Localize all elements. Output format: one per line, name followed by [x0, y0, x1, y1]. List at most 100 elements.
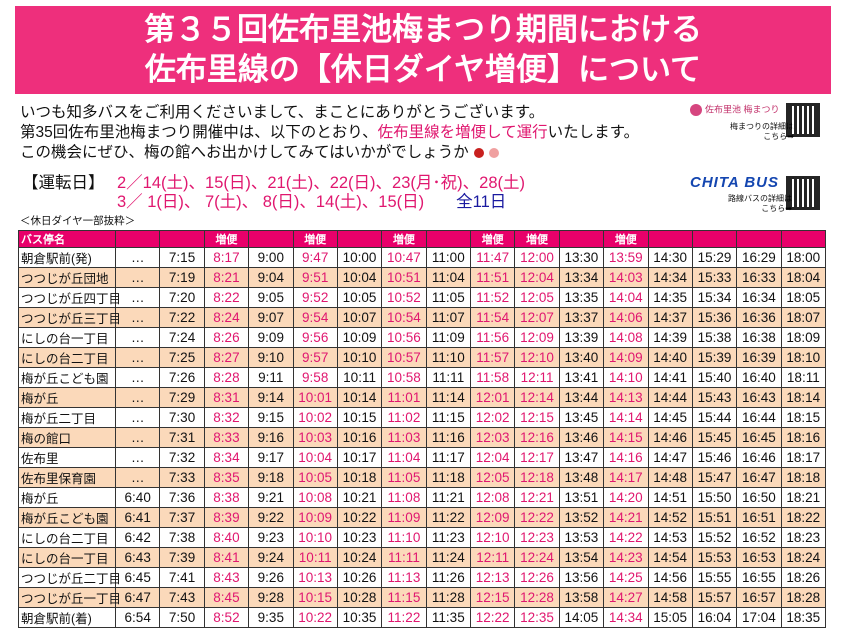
ume-qr-code[interactable]: [786, 103, 820, 137]
departure-time: 17:04: [736, 607, 782, 628]
departure-time: 8:41: [203, 547, 250, 568]
departure-time: 16:40: [736, 367, 782, 388]
intro-highlight: 佐布里線を増便して運行: [377, 124, 548, 141]
departure-time: 12:11: [469, 547, 516, 568]
table-row: 朝倉駅前(発)… 7:15 8:17 9:00 9:47 10:00 10:47 11:00 1…: [18, 247, 827, 268]
departure-time: 15:47: [691, 467, 738, 488]
table-row: つつじが丘三丁目… 7:22 8:24 9:07 9:54 10:07 10:54 11:07…: [18, 307, 827, 328]
departure-time: 13:40: [558, 347, 605, 368]
departure-time: 12:03: [469, 427, 516, 448]
departure-time: 15:43: [691, 387, 738, 408]
departure-time: 13:45: [558, 407, 605, 428]
table-row: にしの台二丁目… 7:25 8:27 9:10 9:57 10:10 10:57 11:10 1…: [18, 347, 827, 368]
departure-time: 7:29: [159, 387, 205, 408]
departure-time: 7:36: [159, 487, 205, 508]
departure-time: 7:22: [159, 307, 205, 328]
departure-time: 14:51: [647, 487, 693, 508]
departure-time: 11:07: [425, 307, 472, 328]
departure-time: 15:57: [691, 587, 738, 608]
departure-time: 11:05: [425, 287, 472, 308]
departure-time: …: [114, 387, 161, 408]
departure-time: 9:35: [248, 607, 294, 628]
bus-qr-code[interactable]: [786, 176, 820, 210]
departure-time: 10:28: [336, 587, 383, 608]
departure-time: 14:23: [603, 547, 649, 568]
departure-time: 10:54: [381, 307, 427, 328]
departure-time: 18:05: [780, 287, 827, 308]
departure-time: 10:24: [336, 547, 383, 568]
departure-time: 12:10: [514, 347, 560, 368]
departure-time: 8:33: [203, 427, 250, 448]
stop-name: 梅が丘こども園: [18, 507, 116, 528]
departure-time: 9:23: [248, 527, 294, 548]
departure-time: 12:11: [514, 367, 560, 388]
departure-time: 9:52: [292, 287, 338, 308]
intro-line-3-text: この機会にぜひ、梅の館へお出かけしてみてはいかがでしょうか: [20, 144, 469, 161]
departure-time: 14:46: [647, 427, 693, 448]
departure-time: 9:04: [248, 267, 294, 288]
table-row: 梅が丘二丁目… 7:30 8:32 9:15 10:02 10:15 11:02 11:15 1…: [18, 407, 827, 428]
departure-time: 16:46: [736, 447, 782, 468]
departure-time: 14:03: [603, 267, 649, 288]
intro-line-2c: いたします。: [547, 124, 640, 141]
departure-time: 10:22: [292, 607, 338, 628]
header-cell: [647, 230, 693, 248]
stop-name: 佐布里: [18, 447, 116, 468]
table-row: 梅が丘こども園… 7:26 8:28 9:11 9:58 10:11 10:58 11:11 1…: [18, 367, 827, 388]
departure-time: 18:26: [780, 567, 827, 588]
departure-time: 16:38: [736, 327, 782, 348]
departure-time: 9:28: [248, 587, 294, 608]
departure-time: 15:33: [691, 267, 738, 288]
departure-time: 10:09: [336, 327, 383, 348]
table-row: つつじが丘一丁目 6:47 7:43 8:45 9:28 10:15 10:28 11:15 1…: [18, 587, 827, 608]
departure-time: 8:40: [203, 527, 250, 548]
stop-name: 梅の館口: [18, 427, 116, 448]
departure-time: 12:16: [514, 427, 560, 448]
departure-time: 11:00: [425, 247, 472, 268]
departure-time: 11:13: [381, 567, 427, 588]
departure-time: 18:00: [780, 247, 827, 268]
departure-time: 11:18: [425, 467, 472, 488]
stop-name: にしの台二丁目: [18, 347, 116, 368]
intro-line-2: 第35回佐布里池梅まつり開催中は、以下のとおり、佐布里線を増便して運行いたします…: [20, 123, 639, 143]
departure-time: 15:55: [691, 567, 738, 588]
departure-time: 15:38: [691, 327, 738, 348]
departure-time: 18:14: [780, 387, 827, 408]
departure-time: 12:01: [469, 387, 516, 408]
departure-time: 11:28: [425, 587, 472, 608]
departure-time: 9:21: [248, 487, 294, 508]
departure-time: 11:58: [469, 367, 516, 388]
bus-info-text: 路線バスの詳細は こちら➡: [728, 194, 792, 213]
departure-time: 6:40: [114, 487, 161, 508]
departure-time: 13:34: [558, 267, 605, 288]
departure-time: 10:58: [381, 367, 427, 388]
table-header-row: バス停名 増便 増便 増便 増便 増便 増便: [18, 230, 827, 248]
departure-time: 16:36: [736, 307, 782, 328]
departure-time: 14:08: [603, 327, 649, 348]
stop-name: つつじが丘一丁目: [18, 587, 121, 608]
departure-time: 10:21: [336, 487, 383, 508]
departure-time: 12:26: [514, 567, 560, 588]
table-row: にしの台二丁目 6:42 7:38 8:40 9:23 10:10 10:23 11:10 11…: [18, 527, 827, 548]
departure-time: 8:39: [203, 507, 250, 528]
departure-time: 12:04: [469, 447, 516, 468]
departure-time: 11:11: [425, 367, 472, 388]
departure-time: 14:17: [603, 467, 649, 488]
departure-time: 11:17: [425, 447, 472, 468]
departure-time: 10:05: [336, 287, 383, 308]
header-cell: [558, 230, 605, 248]
departure-time: 11:24: [425, 547, 472, 568]
departure-time: 18:23: [780, 527, 827, 548]
departure-time: 10:13: [292, 567, 338, 588]
departure-time: 18:28: [780, 587, 827, 608]
departure-time: 9:24: [248, 547, 294, 568]
departure-time: 16:51: [736, 507, 782, 528]
departure-time: 6:45: [114, 567, 161, 588]
table-row: 朝倉駅前(着) 6:54 7:50 8:52 9:35 10:22 10:35 11:22 11…: [18, 607, 827, 628]
departure-time: 12:04: [514, 267, 560, 288]
departure-time: 11:04: [381, 447, 427, 468]
departure-time: 16:50: [736, 487, 782, 508]
departure-time: 8:34: [203, 447, 250, 468]
departure-time: 11:09: [381, 507, 427, 528]
departure-time: …: [114, 447, 161, 468]
